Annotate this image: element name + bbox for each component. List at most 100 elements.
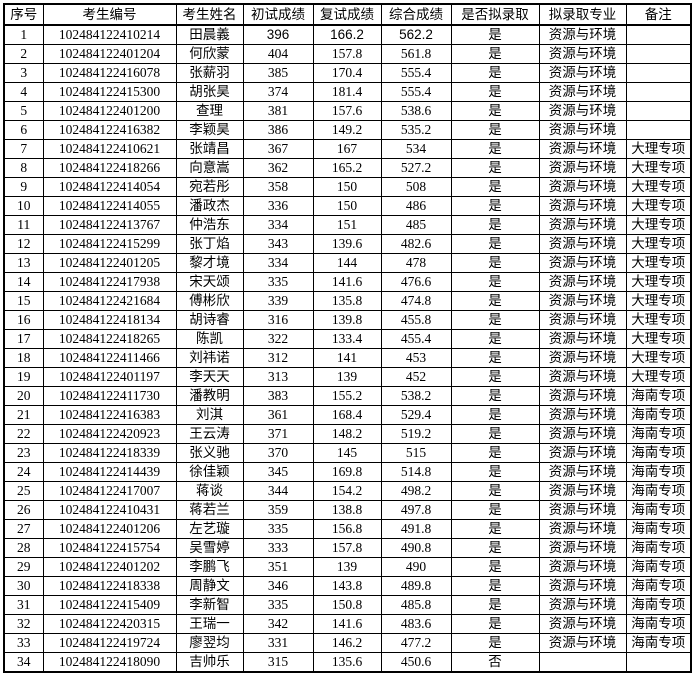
cell-no: 31: [3, 595, 44, 615]
table-row: 6 102484122416382 李颖昊 386 149.2 535.2 是资源与环境: [3, 120, 692, 140]
cell-candidate-id: 102484122418339: [42, 443, 177, 463]
col-header-composite-score: 综合成绩: [380, 3, 452, 26]
cell-no: 14: [3, 272, 44, 292]
cell-retest-score: 141.6: [312, 272, 382, 292]
cell-candidate-name: 傅彬欣: [175, 291, 244, 311]
cell-composite-score: 561.8: [380, 44, 452, 64]
cell-major: 资源与环境: [538, 443, 627, 463]
cell-note: [625, 120, 692, 140]
cell-initial-score: 396: [242, 24, 314, 45]
cell-candidate-id: 102484122417007: [42, 481, 177, 501]
cell-major: 资源与环境: [538, 310, 627, 330]
cell-retest-score: 139.6: [312, 234, 382, 254]
cell-candidate-name: 李新智: [175, 595, 244, 615]
cell-candidate-id: 102484122413767: [42, 215, 177, 235]
table-row: 18 102484122411466 刘祎诺 312 141 453 是资源与环境 大理专项: [3, 348, 692, 368]
cell-admitted: 是: [450, 44, 540, 64]
cell-candidate-name: 陈凯: [175, 329, 244, 349]
cell-candidate-id: 102484122421684: [42, 291, 177, 311]
table-row: 27 102484122401206 左艺璇 335 156.8 491.8 是资源与环境海…: [3, 519, 692, 539]
cell-admitted: 是: [450, 557, 540, 577]
cell-candidate-id: 102484122401204: [42, 44, 177, 64]
cell-no: 6: [3, 120, 44, 140]
cell-note: 大理专项: [625, 177, 692, 197]
cell-initial-score: 385: [242, 63, 314, 83]
cell-admitted: 是: [450, 120, 540, 140]
cell-candidate-id: 102484122401206: [42, 519, 177, 539]
cell-candidate-name: 田晨義: [175, 24, 244, 45]
cell-note: 海南专项: [625, 462, 692, 482]
cell-retest-score: 154.2: [312, 481, 382, 501]
cell-major: 资源与环境: [538, 63, 627, 83]
cell-initial-score: 333: [242, 538, 314, 558]
cell-admitted: 是: [450, 101, 540, 121]
cell-retest-score: 150: [312, 196, 382, 216]
cell-candidate-name: 潘教明: [175, 386, 244, 406]
cell-admitted: 是: [450, 158, 540, 178]
cell-note: [625, 63, 692, 83]
table-row: 4 102484122415300 胡张昊 374 181.4 555.4 是资源与环境: [3, 82, 692, 102]
cell-no: 33: [3, 633, 44, 653]
col-header-major: 拟录取专业: [538, 3, 627, 26]
cell-admitted: 是: [450, 177, 540, 197]
cell-major: 资源与环境: [538, 386, 627, 406]
cell-note: 海南专项: [625, 443, 692, 463]
cell-composite-score: 455.4: [380, 329, 452, 349]
cell-major: 资源与环境: [538, 595, 627, 615]
cell-candidate-name: 潘政杰: [175, 196, 244, 216]
cell-composite-score: 482.6: [380, 234, 452, 254]
cell-candidate-id: 102484122419724: [42, 633, 177, 653]
cell-candidate-id: 102484122415409: [42, 595, 177, 615]
cell-no: 8: [3, 158, 44, 178]
cell-retest-score: 166.2: [312, 24, 382, 45]
cell-major: 资源与环境: [538, 215, 627, 235]
table-row: 17 102484122418265 陈凯 322 133.4 455.4 是资源与环境 大理…: [3, 329, 692, 349]
table-row: 19 102484122401197 李天天 313 139 452 是资源与环境 大理专项: [3, 367, 692, 387]
cell-candidate-name: 刘淇: [175, 405, 244, 425]
cell-candidate-name: 宋天颂: [175, 272, 244, 292]
table-row: 31 102484122415409 李新智 335 150.8 485.8 是资源与环境海…: [3, 595, 692, 615]
table-row: 33 102484122419724 廖翌均 331 146.2 477.2 是资源与环境海…: [3, 633, 692, 653]
cell-composite-score: 527.2: [380, 158, 452, 178]
table-body: 1 102484122410214 田晨義 396 166.2 562.2 是资源与环境 2 1…: [3, 24, 692, 673]
cell-retest-score: 135.6: [312, 652, 382, 673]
cell-admitted: 是: [450, 310, 540, 330]
cell-initial-score: 359: [242, 500, 314, 520]
table-row: 1 102484122410214 田晨義 396 166.2 562.2 是资源与环境: [3, 24, 692, 45]
cell-composite-score: 455.8: [380, 310, 452, 330]
table-row: 12 102484122415299 张丁焰 343 139.6 482.6 是资源与环境大…: [3, 234, 692, 254]
cell-initial-score: 331: [242, 633, 314, 653]
cell-initial-score: 322: [242, 329, 314, 349]
cell-major: 资源与环境: [538, 196, 627, 216]
cell-candidate-id: 102484122416383: [42, 405, 177, 425]
cell-note: 大理专项: [625, 348, 692, 368]
admission-results-page: 序号 考生编号 考生姓名 初试成绩 复试成绩 综合成绩 是否拟录取 拟录取专业 …: [3, 3, 692, 673]
cell-candidate-name: 周静文: [175, 576, 244, 596]
col-header-retest-score: 复试成绩: [312, 3, 382, 26]
cell-no: 30: [3, 576, 44, 596]
cell-major: 资源与环境: [538, 291, 627, 311]
table-row: 34 102484122418090 吉帅乐 315 135.6 450.6 否: [3, 652, 692, 673]
cell-composite-score: 485: [380, 215, 452, 235]
cell-candidate-id: 102484122420923: [42, 424, 177, 444]
table-row: 11 102484122413767 仲浩东 334 151 485 是资源与环境 大理专项: [3, 215, 692, 235]
cell-admitted: 是: [450, 405, 540, 425]
cell-no: 32: [3, 614, 44, 634]
cell-candidate-id: 102484122418134: [42, 310, 177, 330]
cell-note: 海南专项: [625, 538, 692, 558]
cell-candidate-id: 102484122414439: [42, 462, 177, 482]
cell-admitted: 是: [450, 63, 540, 83]
cell-note: 海南专项: [625, 576, 692, 596]
cell-candidate-name: 李天天: [175, 367, 244, 387]
cell-major: 资源与环境: [538, 158, 627, 178]
table-row: 9 102484122414054 宛若彤 358 150 508 是资源与环境 大理专项: [3, 177, 692, 197]
cell-no: 18: [3, 348, 44, 368]
cell-initial-score: 362: [242, 158, 314, 178]
table-row: 21 102484122416383 刘淇 361 168.4 529.4 是资源与环境 海南…: [3, 405, 692, 425]
cell-candidate-name: 仲浩东: [175, 215, 244, 235]
cell-initial-score: 351: [242, 557, 314, 577]
cell-candidate-id: 102484122401200: [42, 101, 177, 121]
cell-composite-score: 534: [380, 139, 452, 159]
cell-major: 资源与环境: [538, 272, 627, 292]
cell-note: 海南专项: [625, 519, 692, 539]
